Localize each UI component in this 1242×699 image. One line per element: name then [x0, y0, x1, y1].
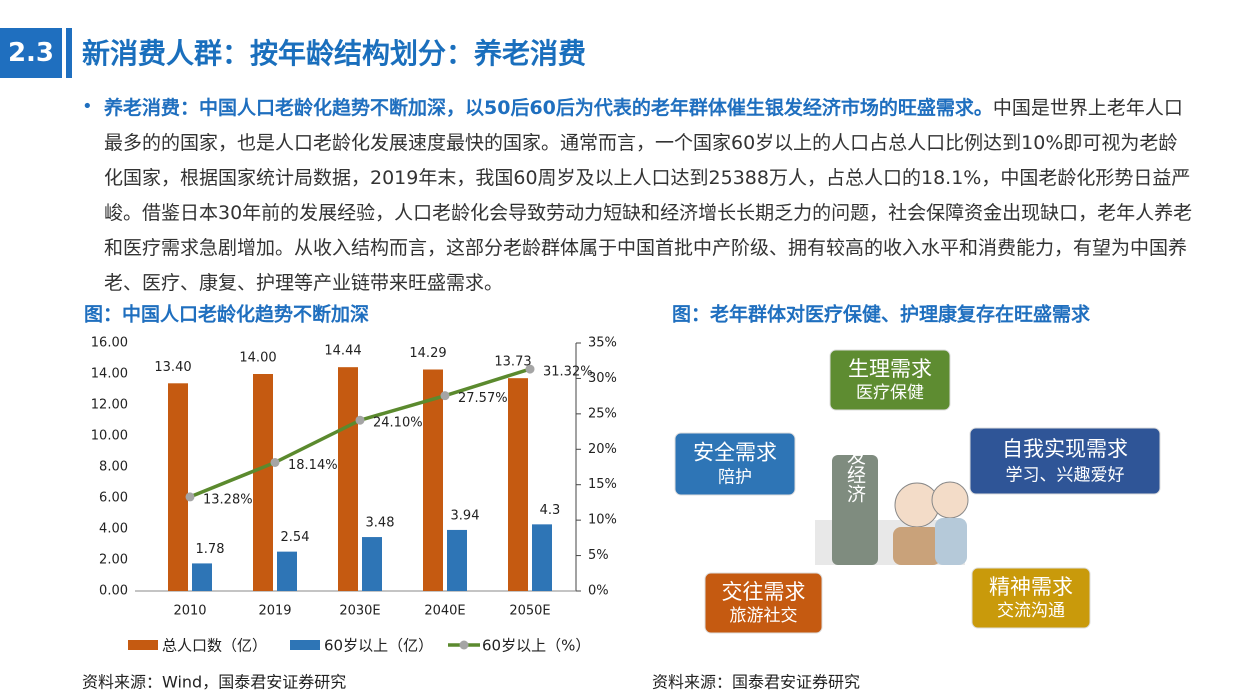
legend-label: 60岁以上（%）: [482, 637, 590, 655]
y-tick-label: 6.00: [99, 491, 128, 506]
legend-swatch: [128, 640, 158, 650]
need-subtitle: 医疗保健: [856, 383, 924, 403]
y2-tick-label: 5%: [588, 548, 609, 563]
y2-tick-label: 10%: [588, 513, 617, 528]
data-label: 14.29: [409, 346, 446, 361]
title-bar: [66, 28, 72, 78]
legend-swatch: [290, 640, 320, 650]
need-box: [971, 567, 1091, 629]
x-tick-label: 2040E: [424, 604, 465, 619]
y-tick-label: 0.00: [99, 584, 128, 599]
bar: [192, 563, 212, 591]
data-label: 14.44: [324, 344, 361, 359]
data-label: 31.32%: [543, 365, 593, 380]
y-tick-label: 16.00: [91, 336, 128, 351]
chart-title: 图：中国人口老龄化趋势不断加深: [84, 303, 369, 326]
data-label: 13.73: [494, 355, 531, 370]
data-label: 3.48: [366, 516, 395, 531]
line: [189, 367, 531, 499]
need-subtitle: 陪护: [718, 468, 752, 488]
need-subtitle: 学习、兴趣爱好: [1006, 466, 1125, 486]
bar: [168, 383, 188, 591]
y-tick-label: 4.00: [99, 522, 128, 537]
bar: [532, 524, 552, 591]
line-marker: [185, 492, 195, 502]
y2-tick-label: 0%: [588, 584, 609, 599]
x-tick-label: 2010: [173, 604, 206, 619]
need-title: 自我实现需求: [1002, 437, 1128, 461]
bullet-dot: •: [82, 96, 93, 117]
section-number: 2.3: [0, 28, 62, 78]
diagram-title: 图：老年群体对医疗保健、护理康复存在旺盛需求: [672, 303, 1091, 326]
bar: [277, 551, 297, 591]
line-marker: [525, 364, 535, 374]
y-tick-label: 2.00: [99, 553, 128, 568]
y-tick-label: 12.00: [91, 398, 128, 413]
line-marker: [355, 415, 365, 425]
need-box: [674, 432, 796, 496]
paragraph: 养老消费：中国人口老龄化趋势不断加深，以50后60后为代表的老年群体催生银发经济…: [104, 91, 1194, 301]
x-tick-label: 2050E: [509, 604, 550, 619]
line-marker: [440, 391, 450, 401]
chart-source: 资料来源：Wind，国泰君安证券研究: [82, 673, 346, 692]
data-label: 2.54: [281, 530, 310, 545]
center-illustration: 银发经济: [815, 427, 969, 565]
bar: [423, 369, 443, 591]
y2-tick-label: 35%: [588, 336, 617, 351]
data-label: 1.78: [196, 542, 225, 557]
slide-title: 新消费人群：按年龄结构划分：养老消费: [82, 37, 587, 70]
y2-tick-label: 30%: [588, 371, 617, 386]
need-subtitle: 旅游社交: [730, 606, 798, 626]
y2-tick-label: 25%: [588, 406, 617, 421]
y2-tick-label: 20%: [588, 442, 617, 457]
data-label: 3.94: [451, 508, 480, 523]
data-label: 13.40: [154, 360, 191, 375]
center-label: 银发经济: [844, 427, 866, 503]
bullet-bold: 养老消费：中国人口老龄化趋势不断加深，以50后60后为代表的老年群体催生银发经济…: [104, 97, 993, 119]
need-title: 交往需求: [722, 580, 806, 604]
data-label: 27.57%: [458, 391, 508, 406]
bar: [508, 378, 528, 591]
legend-marker: [459, 640, 469, 650]
diagram-source: 资料来源：国泰君安证券研究: [652, 673, 860, 692]
legend-label: 总人口数（亿）: [162, 637, 267, 655]
data-label: 4.3: [540, 503, 561, 518]
need-title: 生理需求: [848, 357, 932, 381]
y-tick-label: 8.00: [99, 460, 128, 475]
bullet-text: 中国是世界上老年人口最多的的国家，也是人口老龄化发展速度最快的国家。通常而言，一…: [104, 97, 1193, 294]
need-box: [969, 427, 1161, 495]
need-title: 安全需求: [693, 440, 777, 464]
need-title: 精神需求: [989, 575, 1073, 599]
legend-label: 60岁以上（亿）: [324, 637, 433, 655]
data-label: 13.28%: [203, 492, 253, 507]
bar: [253, 374, 273, 591]
data-label: 14.00: [239, 351, 276, 366]
y-tick-label: 10.00: [91, 429, 128, 444]
bar: [362, 537, 382, 591]
y-tick-label: 14.00: [91, 367, 128, 382]
line-marker: [270, 457, 280, 467]
x-tick-label: 2030E: [339, 604, 380, 619]
x-tick-label: 2019: [258, 604, 291, 619]
need-box: [704, 572, 823, 634]
data-label: 24.10%: [373, 416, 423, 431]
bar: [447, 529, 467, 591]
bar: [338, 367, 358, 591]
data-label: 18.14%: [288, 458, 338, 473]
need-subtitle: 交流沟通: [997, 601, 1065, 621]
need-box: [829, 349, 951, 411]
y2-tick-label: 15%: [588, 477, 617, 492]
